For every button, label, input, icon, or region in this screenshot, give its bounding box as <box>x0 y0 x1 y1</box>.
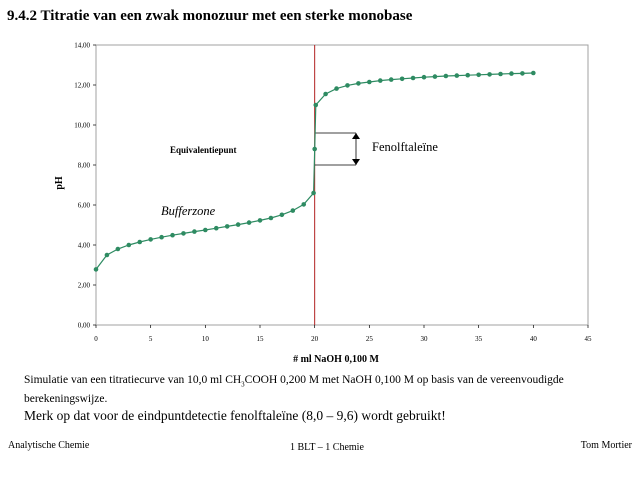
data-point <box>203 227 208 233</box>
data-point <box>487 72 492 77</box>
footer-right: Tom Mortier <box>580 440 632 451</box>
data-point <box>279 212 285 218</box>
y-tick-label: 4,00 <box>78 242 91 250</box>
x-tick-label: 5 <box>149 335 153 343</box>
x-tick-label: 20 <box>311 335 319 343</box>
data-point <box>312 146 317 152</box>
data-point <box>367 79 372 85</box>
data-point <box>454 73 460 78</box>
data-point <box>170 232 175 238</box>
data-point <box>246 220 252 225</box>
arrow-up-icon <box>352 133 360 139</box>
x-axis-title: # ml NaOH 0,100 M <box>293 354 379 365</box>
data-point <box>377 78 383 83</box>
y-tick-label: 8,00 <box>78 162 91 170</box>
data-point <box>410 75 416 81</box>
y-tick-label: 6,00 <box>78 202 91 210</box>
x-axis: 0 5 10 15 20 25 30 35 40 45 <box>94 325 592 343</box>
data-point <box>520 71 525 76</box>
x-tick-label: 35 <box>475 335 483 343</box>
data-point <box>432 74 438 79</box>
x-tick-label: 45 <box>585 335 593 343</box>
y-tick-label: 2,00 <box>78 282 91 290</box>
data-point <box>345 83 350 88</box>
data-point <box>301 202 307 207</box>
arrow-down-icon <box>352 159 360 165</box>
annotations: Equivalentiepunt Bufferzone Fenolftaleïn… <box>161 140 438 218</box>
indicator-label: Fenolftaleïne <box>372 140 438 154</box>
data-point <box>311 190 316 196</box>
y-tick-label: 14,00 <box>74 42 90 50</box>
data-point <box>509 71 514 76</box>
caption-text-end: COOH 0,200 M met NaOH 0,100 M op basis v… <box>24 374 564 406</box>
data-point <box>148 237 153 242</box>
data-point <box>465 72 471 78</box>
footer-left: Analytische Chemie <box>8 440 90 451</box>
x-tick-label: 40 <box>530 335 538 343</box>
data-point <box>181 231 186 236</box>
data-point <box>115 246 121 252</box>
x-tick-label: 25 <box>366 335 374 343</box>
equivalence-label: Equivalentiepunt <box>170 145 237 155</box>
data-point <box>476 72 481 78</box>
plot-area <box>95 44 589 326</box>
slide-title: 9.4.2 Titratie van een zwak monozuur met… <box>7 8 413 24</box>
y-tick-label: 0,00 <box>78 322 91 330</box>
data-point <box>356 81 361 86</box>
y-tick-label: 10,00 <box>74 122 90 130</box>
caption-text-start: Simulatie van een titratiecurve van 10,0… <box>24 374 242 386</box>
data-point <box>443 73 449 79</box>
plot-frame <box>95 44 589 326</box>
data-point <box>268 215 274 221</box>
data-point <box>159 234 164 240</box>
footer-center: 1 BLT – 1 Chemie <box>290 442 364 453</box>
data-point <box>137 239 143 245</box>
x-tick-label: 30 <box>421 335 429 343</box>
data-point <box>192 229 197 234</box>
x-tick-label: 15 <box>257 335 265 343</box>
data-point <box>290 208 296 213</box>
y-axis: 0,00 2,00 4,00 6,00 8,00 10,00 12,00 14,00 <box>74 42 96 330</box>
data-point <box>498 71 503 77</box>
data-point <box>224 224 230 229</box>
x-tick-label: 0 <box>94 335 98 343</box>
data-point <box>313 102 319 108</box>
caption: Simulatie van een titratiecurve van 10,0… <box>24 373 624 407</box>
data-point <box>126 242 132 248</box>
data-point <box>334 86 339 91</box>
data-point <box>531 70 536 76</box>
y-axis-title: pH <box>54 176 65 190</box>
data-point <box>388 77 394 82</box>
y-tick-label: 12,00 <box>74 82 90 90</box>
bufferzone-label: Bufferzone <box>161 204 216 218</box>
data-point <box>257 218 263 223</box>
data-point <box>399 76 405 82</box>
curve-layer <box>93 45 536 325</box>
data-point <box>104 252 110 258</box>
data-point <box>235 222 241 227</box>
note: Merk op dat voor de eindpuntdetectie fen… <box>24 408 446 423</box>
data-point <box>213 225 219 231</box>
caption-subscript: 3 <box>241 380 245 389</box>
data-point <box>421 74 427 80</box>
titration-chart: 0,00 2,00 4,00 6,00 8,00 10,00 12,00 14,00 0 5 10… <box>54 42 592 366</box>
data-point <box>93 267 99 272</box>
x-tick-label: 10 <box>202 335 210 343</box>
data-point <box>323 91 328 97</box>
